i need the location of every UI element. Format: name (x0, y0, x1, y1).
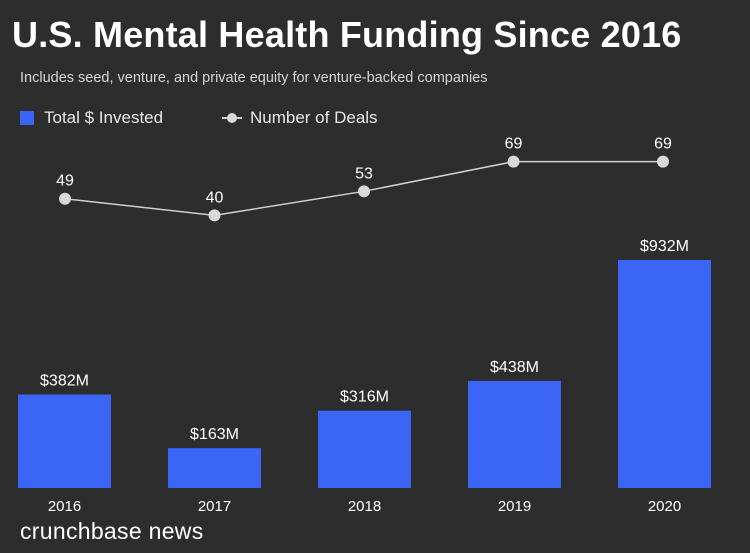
legend-line-swatch (222, 111, 242, 125)
legend-label-deals: Number of Deals (250, 108, 378, 127)
brand-logo: crunchbase news (20, 518, 204, 544)
x-tick-label: 2016 (48, 498, 81, 515)
legend-bar-swatch (20, 111, 34, 125)
x-tick-label: 2019 (498, 498, 531, 515)
chart-subtitle: Includes seed, venture, and private equi… (20, 70, 488, 86)
bar-2019 (468, 380, 561, 488)
bar-2016 (18, 394, 111, 488)
x-tick-label: 2020 (648, 498, 681, 515)
legend-label-invested: Total $ Invested (44, 108, 164, 127)
deals-point-2019 (507, 155, 520, 168)
bar-value-label: $163M (190, 426, 239, 443)
deals-point-2016 (59, 192, 71, 205)
deals-value-label: 69 (654, 136, 672, 153)
chart-title: U.S. Mental Health Funding Since 2016 (12, 14, 682, 55)
deals-point-2020 (657, 155, 669, 168)
bar-value-label: $316M (340, 389, 389, 406)
bar-2020 (618, 260, 711, 488)
bar-value-label: $382M (40, 373, 89, 390)
x-tick-label: 2017 (198, 498, 231, 515)
deals-point-2018 (358, 185, 370, 198)
deals-value-label: 49 (56, 173, 74, 190)
deals-value-label: 53 (355, 165, 373, 182)
bar-2017 (168, 448, 261, 488)
bar-value-label: $438M (490, 359, 539, 376)
x-tick-label: 2018 (348, 498, 381, 515)
legend-item-deals: Number of Deals (222, 108, 378, 128)
bar-2018 (318, 410, 411, 488)
deals-point-2017 (208, 209, 221, 222)
legend-item-invested: Total $ Invested (20, 108, 163, 128)
deals-value-label: 40 (206, 189, 224, 206)
bar-value-label: $932M (640, 238, 689, 255)
deals-value-label: 69 (505, 136, 523, 153)
